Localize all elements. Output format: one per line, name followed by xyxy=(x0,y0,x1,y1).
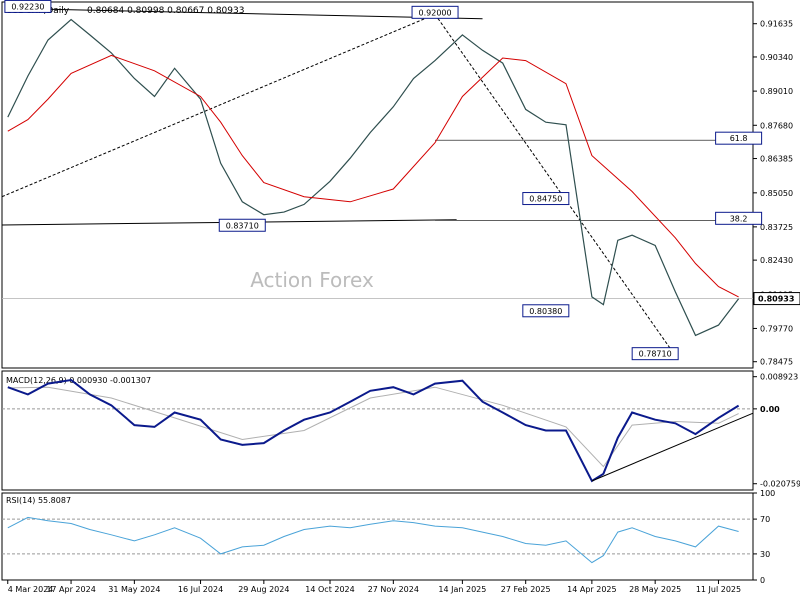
x-axis-label: 14 Oct 2024 xyxy=(305,585,354,594)
current-price-label: 0.80933 xyxy=(758,295,794,304)
price-annotation-box xyxy=(715,211,763,225)
price-annotation-box xyxy=(631,347,679,361)
price-annotation-label: 0.92000 xyxy=(419,8,452,17)
price-axis-label: 0.78475 xyxy=(760,358,793,367)
x-axis-label: 4 Mar 2024 xyxy=(8,585,54,594)
x-axis-label: 27 Nov 2024 xyxy=(368,585,419,594)
moving-average-line xyxy=(7,54,739,298)
watermark-text: Action Forex xyxy=(250,268,374,292)
macd-line xyxy=(7,378,740,483)
price-panel-frame xyxy=(1,1,754,369)
price-axis-label: 0.87680 xyxy=(760,121,793,130)
x-axis-label: 27 Feb 2025 xyxy=(501,585,551,594)
price-annotation-label: 0.84750 xyxy=(529,195,562,204)
price-axis-label: 0.82430 xyxy=(760,256,793,265)
x-axis-label: 17 Apr 2024 xyxy=(46,585,95,594)
price-annotation-label: 0.92230 xyxy=(11,2,44,11)
price-annotation-label: 0.83710 xyxy=(226,221,259,230)
current-price-box xyxy=(753,292,800,306)
macd-axis-label: 0.00 xyxy=(760,405,780,414)
price-annotation-box xyxy=(522,304,570,318)
price-annotation-box xyxy=(522,192,570,206)
resistance-trendline xyxy=(7,7,483,20)
x-axis-label: 29 Aug 2024 xyxy=(238,585,289,594)
price-axis-label: 0.90340 xyxy=(760,53,793,62)
price-annotation-box xyxy=(218,218,266,232)
x-axis-label: 31 May 2024 xyxy=(108,585,160,594)
price-axis-label: 0.83725 xyxy=(760,223,793,232)
rsi-axis-label: 100 xyxy=(760,489,775,498)
rsi-axis-label: 70 xyxy=(760,515,770,524)
price-axis-label: 0.85050 xyxy=(760,189,793,198)
macd-signal-line xyxy=(7,386,739,468)
price-annotation-label: 0.80380 xyxy=(529,307,562,316)
price-series-line xyxy=(7,18,740,337)
ohlc-readout: 0.80684 0.80998 0.80667 0.80933 xyxy=(87,6,244,16)
dashed-uptrend-line xyxy=(1,13,436,198)
x-axis-label: 11 Jul 2025 xyxy=(696,585,741,594)
rsi-line xyxy=(7,516,739,564)
macd-support-line xyxy=(591,412,754,482)
price-annotation-label: 61.8 xyxy=(730,134,748,143)
price-axis-label: 0.79770 xyxy=(760,324,793,333)
rsi-panel-frame xyxy=(1,492,754,581)
x-axis-label: 14 Jan 2025 xyxy=(438,585,486,594)
macd-axis-label: -0.020759 xyxy=(760,480,800,489)
macd-axis-label: 0.008923 xyxy=(760,373,798,382)
x-axis-label: 28 May 2025 xyxy=(629,585,681,594)
price-axis-label: 0.91635 xyxy=(760,20,793,29)
price-annotation-label: 0.78710 xyxy=(639,350,672,359)
price-axis-label: 0.89010 xyxy=(760,87,793,96)
price-annotation-box xyxy=(4,0,52,13)
rsi-axis-label: 30 xyxy=(760,550,770,559)
x-axis-label: 16 Jul 2024 xyxy=(178,585,223,594)
rsi-title: RSI(14) 55.8087 xyxy=(6,496,71,505)
x-axis-label: 14 Apr 2025 xyxy=(567,585,616,594)
rsi-axis-label: 0 xyxy=(760,576,765,585)
price-axis-label: 0.86385 xyxy=(760,155,793,164)
price-annotation-box xyxy=(411,5,459,19)
price-annotation-box xyxy=(715,131,763,145)
macd-panel-frame xyxy=(1,370,754,491)
price-annotation-label: 38.2 xyxy=(730,214,748,223)
macd-title: MACD(12,26,9) 0.000930 -0.001307 xyxy=(6,376,151,385)
